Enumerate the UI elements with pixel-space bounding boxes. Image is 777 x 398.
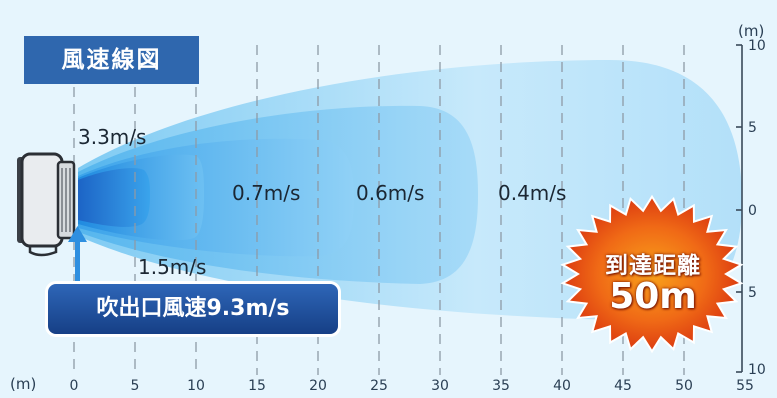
x-tick-label: 40: [553, 378, 571, 394]
x-tick-label: 0: [69, 378, 79, 394]
x-tick-label: 35: [492, 378, 510, 394]
y-axis-unit: (m): [738, 22, 765, 40]
reach-distance-value: 50m: [609, 276, 697, 317]
speed-label-0-7: 0.7m/s: [232, 181, 301, 205]
y-tick-label: 5: [748, 285, 757, 301]
speed-label-3-3: 3.3m/s: [78, 125, 147, 149]
x-tick-label: 50: [675, 378, 693, 394]
x-axis-unit: (m): [10, 375, 37, 393]
outlet-speed-badge: 吹出口風速9.3m/s: [48, 284, 338, 334]
speed-label-0-6: 0.6m/s: [356, 181, 425, 205]
x-tick-label: 25: [370, 378, 388, 394]
diagram-title: 風速線図: [24, 36, 199, 84]
y-tick-label: 0: [748, 203, 757, 219]
right-axis: [736, 44, 743, 373]
y-tick-label: 10: [748, 362, 766, 378]
starburst-icon: [560, 194, 744, 354]
fan-unit-icon: [17, 152, 76, 257]
y-tick-label: 10: [748, 38, 766, 54]
speed-label-0-4: 0.4m/s: [498, 181, 567, 205]
up-arrow-icon: [68, 226, 87, 290]
x-tick-label: 45: [614, 378, 632, 394]
x-tick-label: 30: [431, 378, 449, 394]
y-tick-label: 5: [748, 120, 757, 136]
airflow-zone-1: [78, 168, 150, 227]
speed-label-1-5: 1.5m/s: [138, 255, 207, 279]
x-tick-label: 20: [309, 378, 327, 394]
x-tick-label: 15: [248, 378, 266, 394]
x-tick-label: 10: [187, 378, 205, 394]
x-tick-label: 5: [130, 378, 140, 394]
reach-distance-label: 到達距離: [605, 253, 701, 279]
x-tick-label: 55: [736, 378, 754, 394]
